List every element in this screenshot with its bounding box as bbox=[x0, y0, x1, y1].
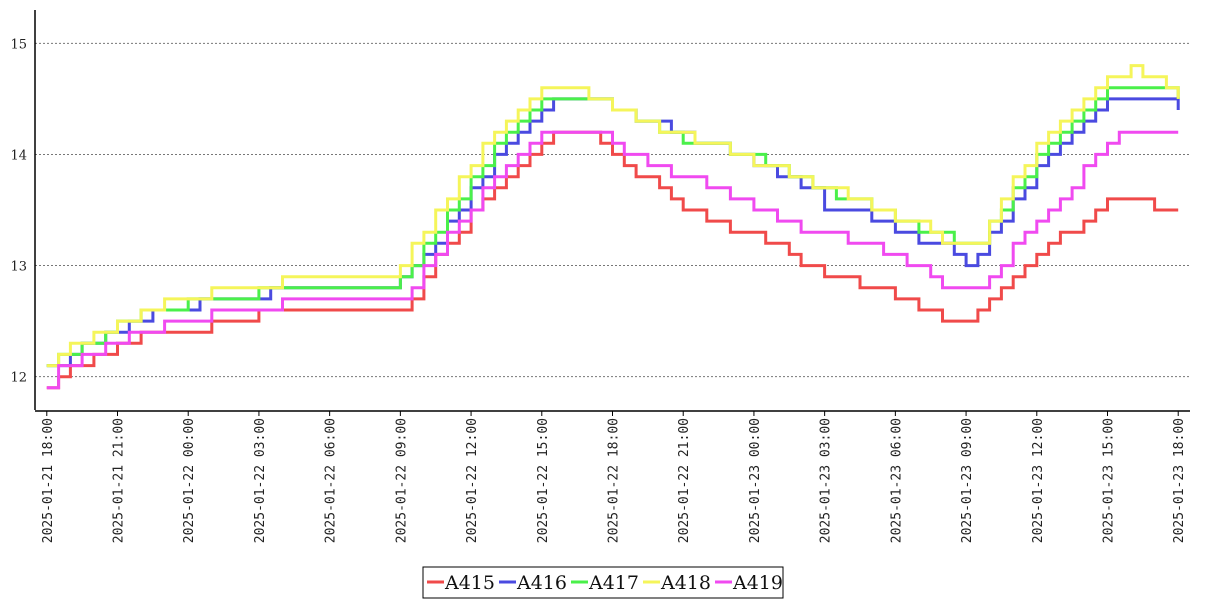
series-line-a417 bbox=[46, 86, 1180, 368]
y-tick-label: 13 bbox=[10, 260, 27, 275]
legend-label: A416 bbox=[516, 572, 567, 594]
x-tick-label: 2025-01-23 12:00 bbox=[1031, 418, 1046, 543]
series-line-a415 bbox=[46, 130, 1179, 390]
legend: A415 A416 A417 A418 A419 bbox=[422, 566, 784, 599]
series-lines bbox=[46, 64, 1180, 390]
legend-label: A415 bbox=[444, 572, 495, 594]
legend-label: A418 bbox=[660, 572, 711, 594]
x-tick-label: 2025-01-22 21:00 bbox=[677, 418, 692, 543]
x-tick-label: 2025-01-22 06:00 bbox=[324, 418, 339, 543]
legend-label: A419 bbox=[732, 572, 783, 594]
x-tick-label: 2025-01-22 03:00 bbox=[253, 418, 268, 543]
x-tick-label: 2025-01-22 09:00 bbox=[394, 418, 409, 543]
y-tick-label: 12 bbox=[10, 371, 27, 386]
axes bbox=[34, 10, 1190, 412]
grid-lines bbox=[35, 42, 1190, 378]
x-tick-label: 2025-01-21 21:00 bbox=[112, 418, 127, 543]
x-tick-label: 2025-01-23 03:00 bbox=[819, 418, 834, 543]
x-tick-label: 2025-01-23 00:00 bbox=[748, 418, 763, 543]
x-tick-label: 2025-01-22 12:00 bbox=[465, 418, 480, 543]
series-line-a418 bbox=[46, 64, 1180, 368]
y-tick-label: 14 bbox=[10, 148, 27, 163]
x-tick-label: 2025-01-23 06:00 bbox=[889, 418, 904, 543]
x-tick-label: 2025-01-22 15:00 bbox=[536, 418, 551, 543]
x-tick-label: 2025-01-21 18:00 bbox=[41, 418, 56, 543]
x-tick-label: 2025-01-23 09:00 bbox=[960, 418, 975, 543]
x-tick-label: 2025-01-22 18:00 bbox=[607, 418, 622, 543]
y-tick-labels: 12 13 14 15 bbox=[10, 37, 27, 385]
x-tick-label: 2025-01-22 00:00 bbox=[182, 418, 197, 543]
x-tick-label: 2025-01-23 18:00 bbox=[1172, 418, 1187, 543]
x-tick-labels: 2025-01-21 18:00 2025-01-21 21:00 2025-01-… bbox=[41, 411, 1187, 543]
x-tick-label: 2025-01-23 15:00 bbox=[1102, 418, 1117, 543]
series-line-a419 bbox=[46, 130, 1179, 390]
legend-label: A417 bbox=[588, 572, 639, 594]
y-tick-label: 15 bbox=[10, 37, 27, 52]
